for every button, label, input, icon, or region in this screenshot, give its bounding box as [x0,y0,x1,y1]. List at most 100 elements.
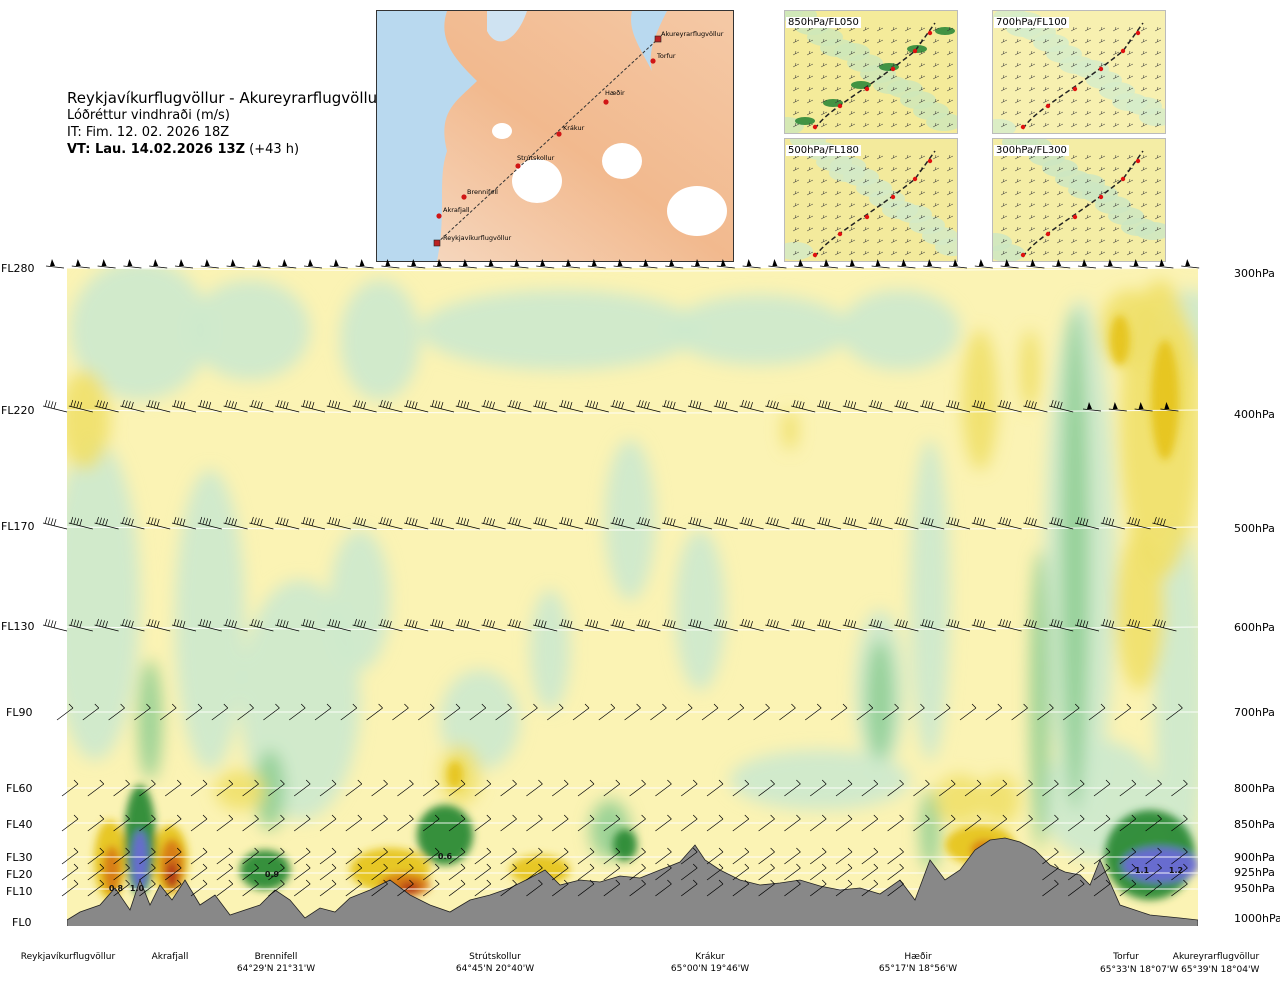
wind-barb [1049,516,1074,530]
wind-barb [61,847,79,865]
mini-map-barb [1070,178,1078,184]
wind-barb [1145,779,1162,797]
mini-map-barb [1042,226,1050,232]
mini-map-field [785,242,813,260]
mini-map-barb [904,226,912,232]
wind-barb [690,259,710,269]
mini-map-barb [1140,50,1148,56]
wind-barb [275,516,300,530]
wind-barb [1042,814,1059,832]
wind-barb [662,516,687,530]
valid-time-offset: (+43 h) [249,142,300,157]
mini-map-barb [1042,98,1050,104]
mini-map-barb [848,50,856,56]
wind-barb [629,847,646,865]
wind-barb [572,703,590,721]
location-label: Hæðir 65°17'N 18°56'W [868,951,968,975]
wind-barb [87,847,105,865]
mini-map-barb [806,122,814,128]
mini-map-barb [1140,74,1148,80]
mini-map-barb [1014,226,1022,232]
wind-barb [526,847,543,865]
mini-map-barb [1000,214,1008,220]
mini-map-barb [1000,62,1008,68]
mini-map-barb [918,154,926,160]
wind-barb [1082,402,1102,412]
wind-barb [94,618,119,632]
vertical-velocity-area [1110,315,1130,365]
wind-barb [326,399,351,413]
mini-map-barb [904,38,912,44]
mini-map-barb [876,98,884,104]
mini-map-barb [1028,38,1036,44]
wind-barb [706,779,724,797]
hpa-label: 1000hPa [1234,912,1280,925]
wind-barb [200,259,219,269]
wind-barb [861,879,879,897]
wind-barb [1011,703,1028,721]
wind-barb [809,879,827,897]
wind-barb [816,516,842,530]
wind-barb [533,399,558,413]
mini-map-barb [862,178,870,184]
mini-map-barb [834,38,842,44]
mini-map-barb [1084,86,1092,92]
mini-map-field [1135,222,1165,240]
mini-map-barb [1028,110,1036,116]
mini-map-point-icon [1020,252,1026,258]
mini-map-barb [1112,74,1120,80]
mini-map-barb [1112,122,1120,128]
location-label: Strútskollur 64°45'N 20°40'W [445,951,545,975]
wind-barb [455,516,480,530]
wind-barb [739,399,764,413]
mini-map-barb [1070,202,1078,208]
mini-map-barb [806,250,814,256]
mini-map-point-icon [837,231,843,237]
mini-map-barb [946,238,954,244]
vertical-velocity-area [980,775,1020,825]
mini-map-barb [1014,86,1022,92]
mini-map-barb [918,50,926,56]
wind-barb [716,259,735,269]
mini-map-barb [862,238,870,244]
wind-barb [314,703,332,721]
wind-barb [278,259,297,269]
mini-map-barb [1056,98,1064,104]
mini-map-barb [1028,214,1036,220]
wind-barb [1042,847,1059,865]
wind-barb [577,863,595,881]
wind-barb [113,779,130,797]
wind-barb [945,399,971,413]
mini-map-barb [792,214,800,220]
mini-map-barb [1070,166,1078,172]
hpa-label: 500hPa [1234,522,1275,535]
mini-map-barb [806,202,814,208]
mini-map-barb [1112,154,1120,160]
wind-barb [1093,847,1111,865]
wind-barb [300,399,326,413]
wind-barb [629,814,646,832]
wind-barb [784,779,801,797]
wind-barb [474,863,492,881]
wind-barb [345,863,363,881]
mini-map-barb [1028,178,1036,184]
mini-map-barb [1084,122,1092,128]
wind-barb [171,618,197,632]
mini-map-barb [946,98,954,104]
mini-map-barb [1014,62,1022,68]
wind-barb [1042,863,1059,881]
wind-barb [371,847,388,865]
mini-map-barb [806,86,814,92]
wind-barb [404,516,429,530]
mini-map-700: 700hPa/FL100 [992,10,1166,134]
mini-map-barb [932,154,940,160]
mini-map-barb [876,154,884,160]
mini-map-barb [792,122,800,128]
wind-barb [938,814,956,832]
wind-barb [636,618,661,632]
wind-barb [1093,814,1111,832]
mini-map-barb [904,50,912,56]
mini-map-barb [932,110,940,116]
mini-map-barb [1000,50,1008,56]
mini-map-barb [806,226,814,232]
